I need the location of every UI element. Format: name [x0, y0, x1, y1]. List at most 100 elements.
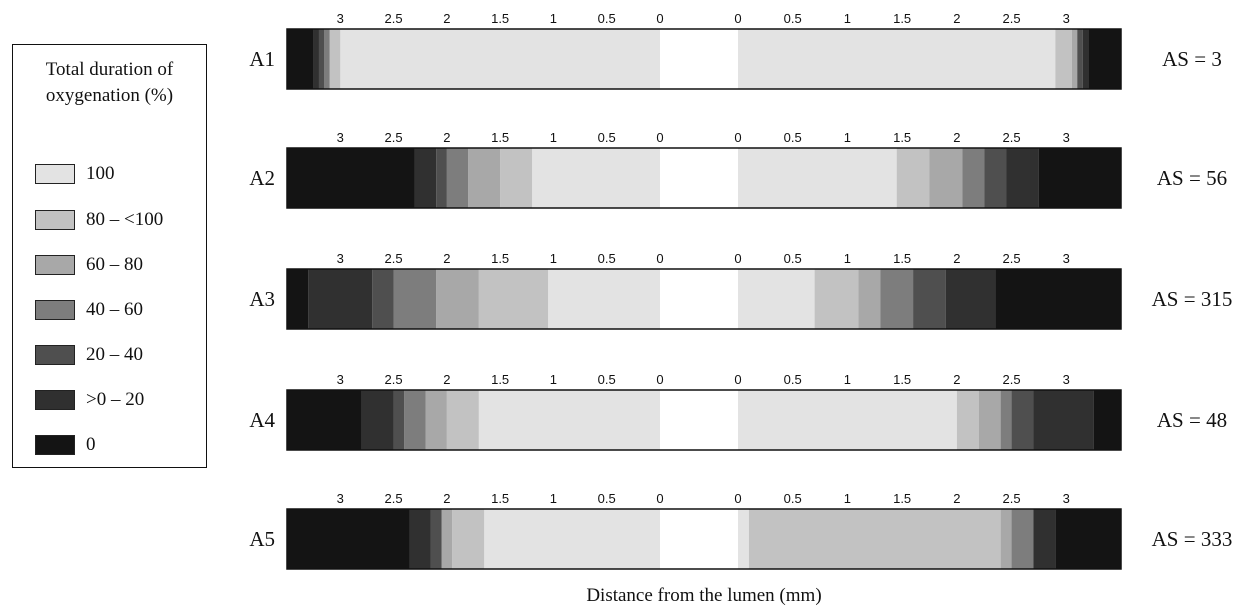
strip-segment — [1038, 148, 1121, 208]
legend-swatch — [35, 435, 75, 455]
legend-label: 100 — [86, 163, 115, 184]
legend-label: 80 – <100 — [86, 209, 164, 230]
strip-segment — [409, 509, 431, 569]
strip-segment — [1077, 29, 1083, 89]
strip-outline — [286, 389, 1122, 451]
strip-segment — [500, 148, 533, 208]
legend: Total duration of oxygenation (%) 100 80… — [12, 44, 207, 468]
tick-label: 1 — [844, 372, 851, 387]
strip-segment — [1011, 390, 1034, 450]
strip-segment — [361, 390, 394, 450]
tick-label: 1 — [844, 130, 851, 145]
tick-label: 1 — [844, 491, 851, 506]
lumen-gap — [660, 269, 738, 329]
strip-segment — [1093, 390, 1121, 450]
strip-segment — [287, 29, 314, 89]
strip-segment — [995, 269, 1121, 329]
tick-label: 0.5 — [784, 372, 802, 387]
strip-segment — [287, 148, 415, 208]
angiogenesis-score: AS = 48 — [1157, 408, 1227, 432]
strip-segment — [329, 29, 341, 89]
strip-segment — [738, 148, 897, 208]
legend-swatch — [35, 390, 75, 410]
legend-label: 60 – 80 — [86, 254, 143, 275]
tick-label: 0.5 — [784, 251, 802, 266]
strip-segment — [446, 148, 469, 208]
strip-segment — [1055, 29, 1072, 89]
tick-label: 1 — [550, 11, 557, 26]
tick-label: 1 — [550, 491, 557, 506]
tick-label: 3 — [1063, 11, 1070, 26]
tick-label: 2.5 — [385, 491, 403, 506]
tick-label: 0 — [734, 251, 741, 266]
tick-label: 2.5 — [1003, 372, 1021, 387]
tick-label: 0 — [656, 251, 663, 266]
strip-segment — [287, 390, 362, 450]
strip-segment — [308, 269, 373, 329]
strip-segment — [880, 269, 914, 329]
tick-label: 2 — [953, 372, 960, 387]
tick-label: 2.5 — [1003, 11, 1021, 26]
tick-label: 1 — [844, 251, 851, 266]
row-label: A5 — [249, 527, 275, 551]
strip-segment — [1000, 509, 1012, 569]
strip-segment — [913, 269, 946, 329]
tick-label: 1 — [550, 130, 557, 145]
tick-label: 0.5 — [784, 11, 802, 26]
legend-swatch — [35, 210, 75, 230]
tick-label: 0.5 — [598, 491, 616, 506]
strip-segment — [313, 29, 319, 89]
strip-segment — [896, 148, 930, 208]
legend-swatch — [35, 255, 75, 275]
lumen-gap — [660, 148, 738, 208]
strip-segment — [393, 269, 437, 329]
legend-label: 20 – 40 — [86, 344, 143, 365]
legend-title-line1: Total duration of — [45, 59, 174, 80]
legend-swatch — [35, 300, 75, 320]
strip-segment — [441, 509, 453, 569]
strip-outline — [286, 147, 1122, 209]
strip-segment — [484, 509, 660, 569]
tick-label: 3 — [1063, 130, 1070, 145]
strip-segment — [430, 509, 442, 569]
strip-segment — [738, 29, 1056, 89]
legend-label: >0 – 20 — [86, 389, 145, 410]
strip-segment — [468, 148, 501, 208]
legend-swatch — [35, 164, 75, 184]
tick-label: 2 — [443, 491, 450, 506]
strip-segment — [446, 390, 479, 450]
strip-segment — [738, 269, 815, 329]
strip-segment — [287, 509, 410, 569]
tick-label: 1 — [844, 11, 851, 26]
tick-label: 1.5 — [491, 372, 509, 387]
tick-label: 0 — [656, 11, 663, 26]
tick-label: 2.5 — [385, 372, 403, 387]
strip-segment — [984, 148, 1007, 208]
tick-label: 0 — [734, 491, 741, 506]
tick-label: 0.5 — [784, 491, 802, 506]
strip-segment — [532, 148, 660, 208]
strip-segment — [814, 269, 859, 329]
tick-label: 2 — [953, 11, 960, 26]
strip-segment — [1000, 390, 1012, 450]
tick-label: 1 — [550, 251, 557, 266]
row-label: A4 — [249, 408, 275, 432]
tick-label: 0 — [656, 130, 663, 145]
tick-label: 0 — [734, 372, 741, 387]
tick-label: 3 — [337, 251, 344, 266]
tick-label: 0.5 — [598, 130, 616, 145]
tick-label: 3 — [337, 130, 344, 145]
strip-segment — [452, 509, 485, 569]
strip-segment — [738, 390, 957, 450]
strip-segment — [1088, 29, 1121, 89]
strip-segment — [858, 269, 881, 329]
legend-title-line2: oxygenation (%) — [45, 85, 174, 106]
tick-label: 2 — [953, 130, 960, 145]
strip-segment — [1011, 509, 1034, 569]
strip-segment — [929, 148, 963, 208]
tick-label: 3 — [337, 11, 344, 26]
tick-label: 0.5 — [598, 11, 616, 26]
tick-label: 0.5 — [598, 251, 616, 266]
x-axis-label: Distance from the lumen (mm) — [586, 585, 821, 606]
